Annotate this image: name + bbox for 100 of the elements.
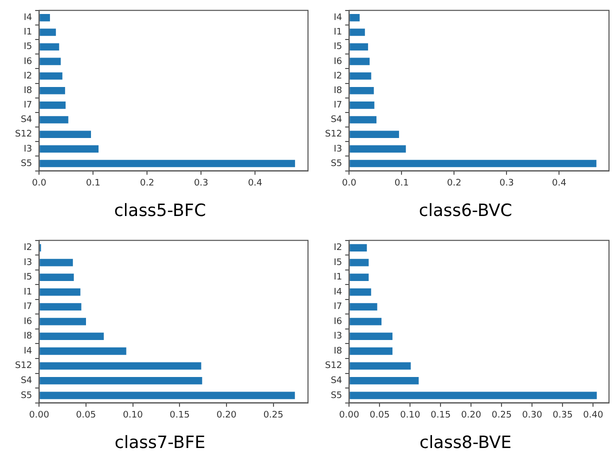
y-tick-label: I1 [334,28,342,38]
bar [40,28,56,36]
x-tick-label: 0.00 [339,410,360,421]
bar [350,14,360,22]
y-tick-label: I4 [24,13,32,24]
y-tick-label: I7 [24,302,32,312]
x-tick-label: 0.40 [583,410,604,421]
y-tick-label: S5 [20,158,32,169]
y-tick-label: I4 [24,346,32,356]
bar [40,258,73,266]
bar [40,347,126,355]
y-tick-label: S12 [14,130,32,140]
x-tick-label: 0.00 [29,410,50,421]
bar [40,86,66,94]
y-tick-label: I7 [334,100,342,111]
bar [40,392,295,400]
bar [40,72,62,80]
bar [350,160,596,168]
y-tick-label: I8 [24,86,32,96]
y-tick-label: I3 [334,332,342,342]
x-tick-label: 0.2 [446,178,462,189]
text: class6-BVC [418,201,512,222]
bar [40,102,66,109]
text: class8-BVE [419,433,512,454]
y-tick-label: S5 [330,390,342,401]
bar [350,376,419,384]
bar [350,258,369,266]
y-tick-label: I3 [24,258,32,268]
y-tick-label: S12 [14,361,32,372]
bar [40,274,74,281]
bar [350,72,372,80]
bar [40,376,202,384]
x-tick-label: 0.2 [140,178,154,189]
x-tick-label: 0.30 [522,410,542,421]
bar [350,274,369,281]
y-tick-label: I2 [334,71,342,82]
y-tick-label: S4 [330,115,342,126]
y-tick-label: S4 [330,376,342,386]
bar [350,116,376,124]
bar [350,347,392,355]
y-tick-label: I7 [24,100,32,111]
x-tick-label: 0.05 [370,410,390,421]
text: class5-BFC [114,201,206,222]
x-tick-label: 0.15 [430,410,451,421]
bar [40,332,104,340]
bar [350,392,597,400]
bar [350,318,382,326]
bar [350,362,411,370]
bar [350,28,365,36]
bar [40,130,91,138]
y-tick-label: I2 [24,243,32,254]
y-tick-label: I8 [24,332,32,342]
bar [40,43,60,50]
y-tick-label: I5 [24,42,32,52]
bar [40,14,50,22]
y-tick-label: S5 [330,158,342,169]
bar [350,288,372,296]
y-tick-label: S12 [324,130,342,140]
y-tick-label: I4 [334,13,342,24]
x-tick-label: 0.15 [170,410,190,421]
x-tick-label: 0.10 [122,410,144,421]
bar [40,145,99,153]
x-tick-label: 0.4 [552,178,567,189]
y-tick-label: I6 [334,316,342,327]
x-tick-label: 0.20 [461,410,482,421]
x-tick-label: 0.4 [248,178,263,189]
y-tick-label: I4 [334,287,342,298]
y-tick-label: I7 [334,302,342,312]
bar [350,244,367,252]
bar [40,318,86,326]
y-tick-label: I8 [334,346,342,356]
bar [350,102,374,109]
y-tick-label: I6 [334,56,342,67]
x-tick-label: 0.3 [499,178,514,189]
y-tick-label: I1 [334,272,342,283]
x-tick-label: 0.3 [194,178,208,189]
x-tick-label: 0.20 [216,410,237,421]
y-tick-label: I5 [334,258,342,268]
y-tick-label: I8 [334,86,342,96]
y-tick-label: I3 [24,144,32,154]
bar [350,332,392,340]
y-tick-label: I5 [24,272,32,283]
bar [350,58,370,66]
y-tick-label: S5 [20,390,32,401]
y-tick-label: I2 [334,243,342,254]
y-tick-label: I6 [24,56,32,67]
bar [350,145,406,153]
bar [350,130,400,138]
y-tick-label: I6 [24,316,32,327]
x-tick-label: 0.10 [400,410,420,421]
bar [350,303,378,311]
y-tick-label: S4 [20,376,32,386]
x-tick-label: 0.25 [492,410,512,421]
y-tick-label: I2 [24,71,32,82]
x-tick-label: 0.05 [76,410,96,421]
x-tick-label: 0.35 [552,410,573,421]
x-tick-label: 0.1 [86,178,100,189]
bar [350,43,368,50]
bar [40,362,202,370]
bar [40,303,82,311]
